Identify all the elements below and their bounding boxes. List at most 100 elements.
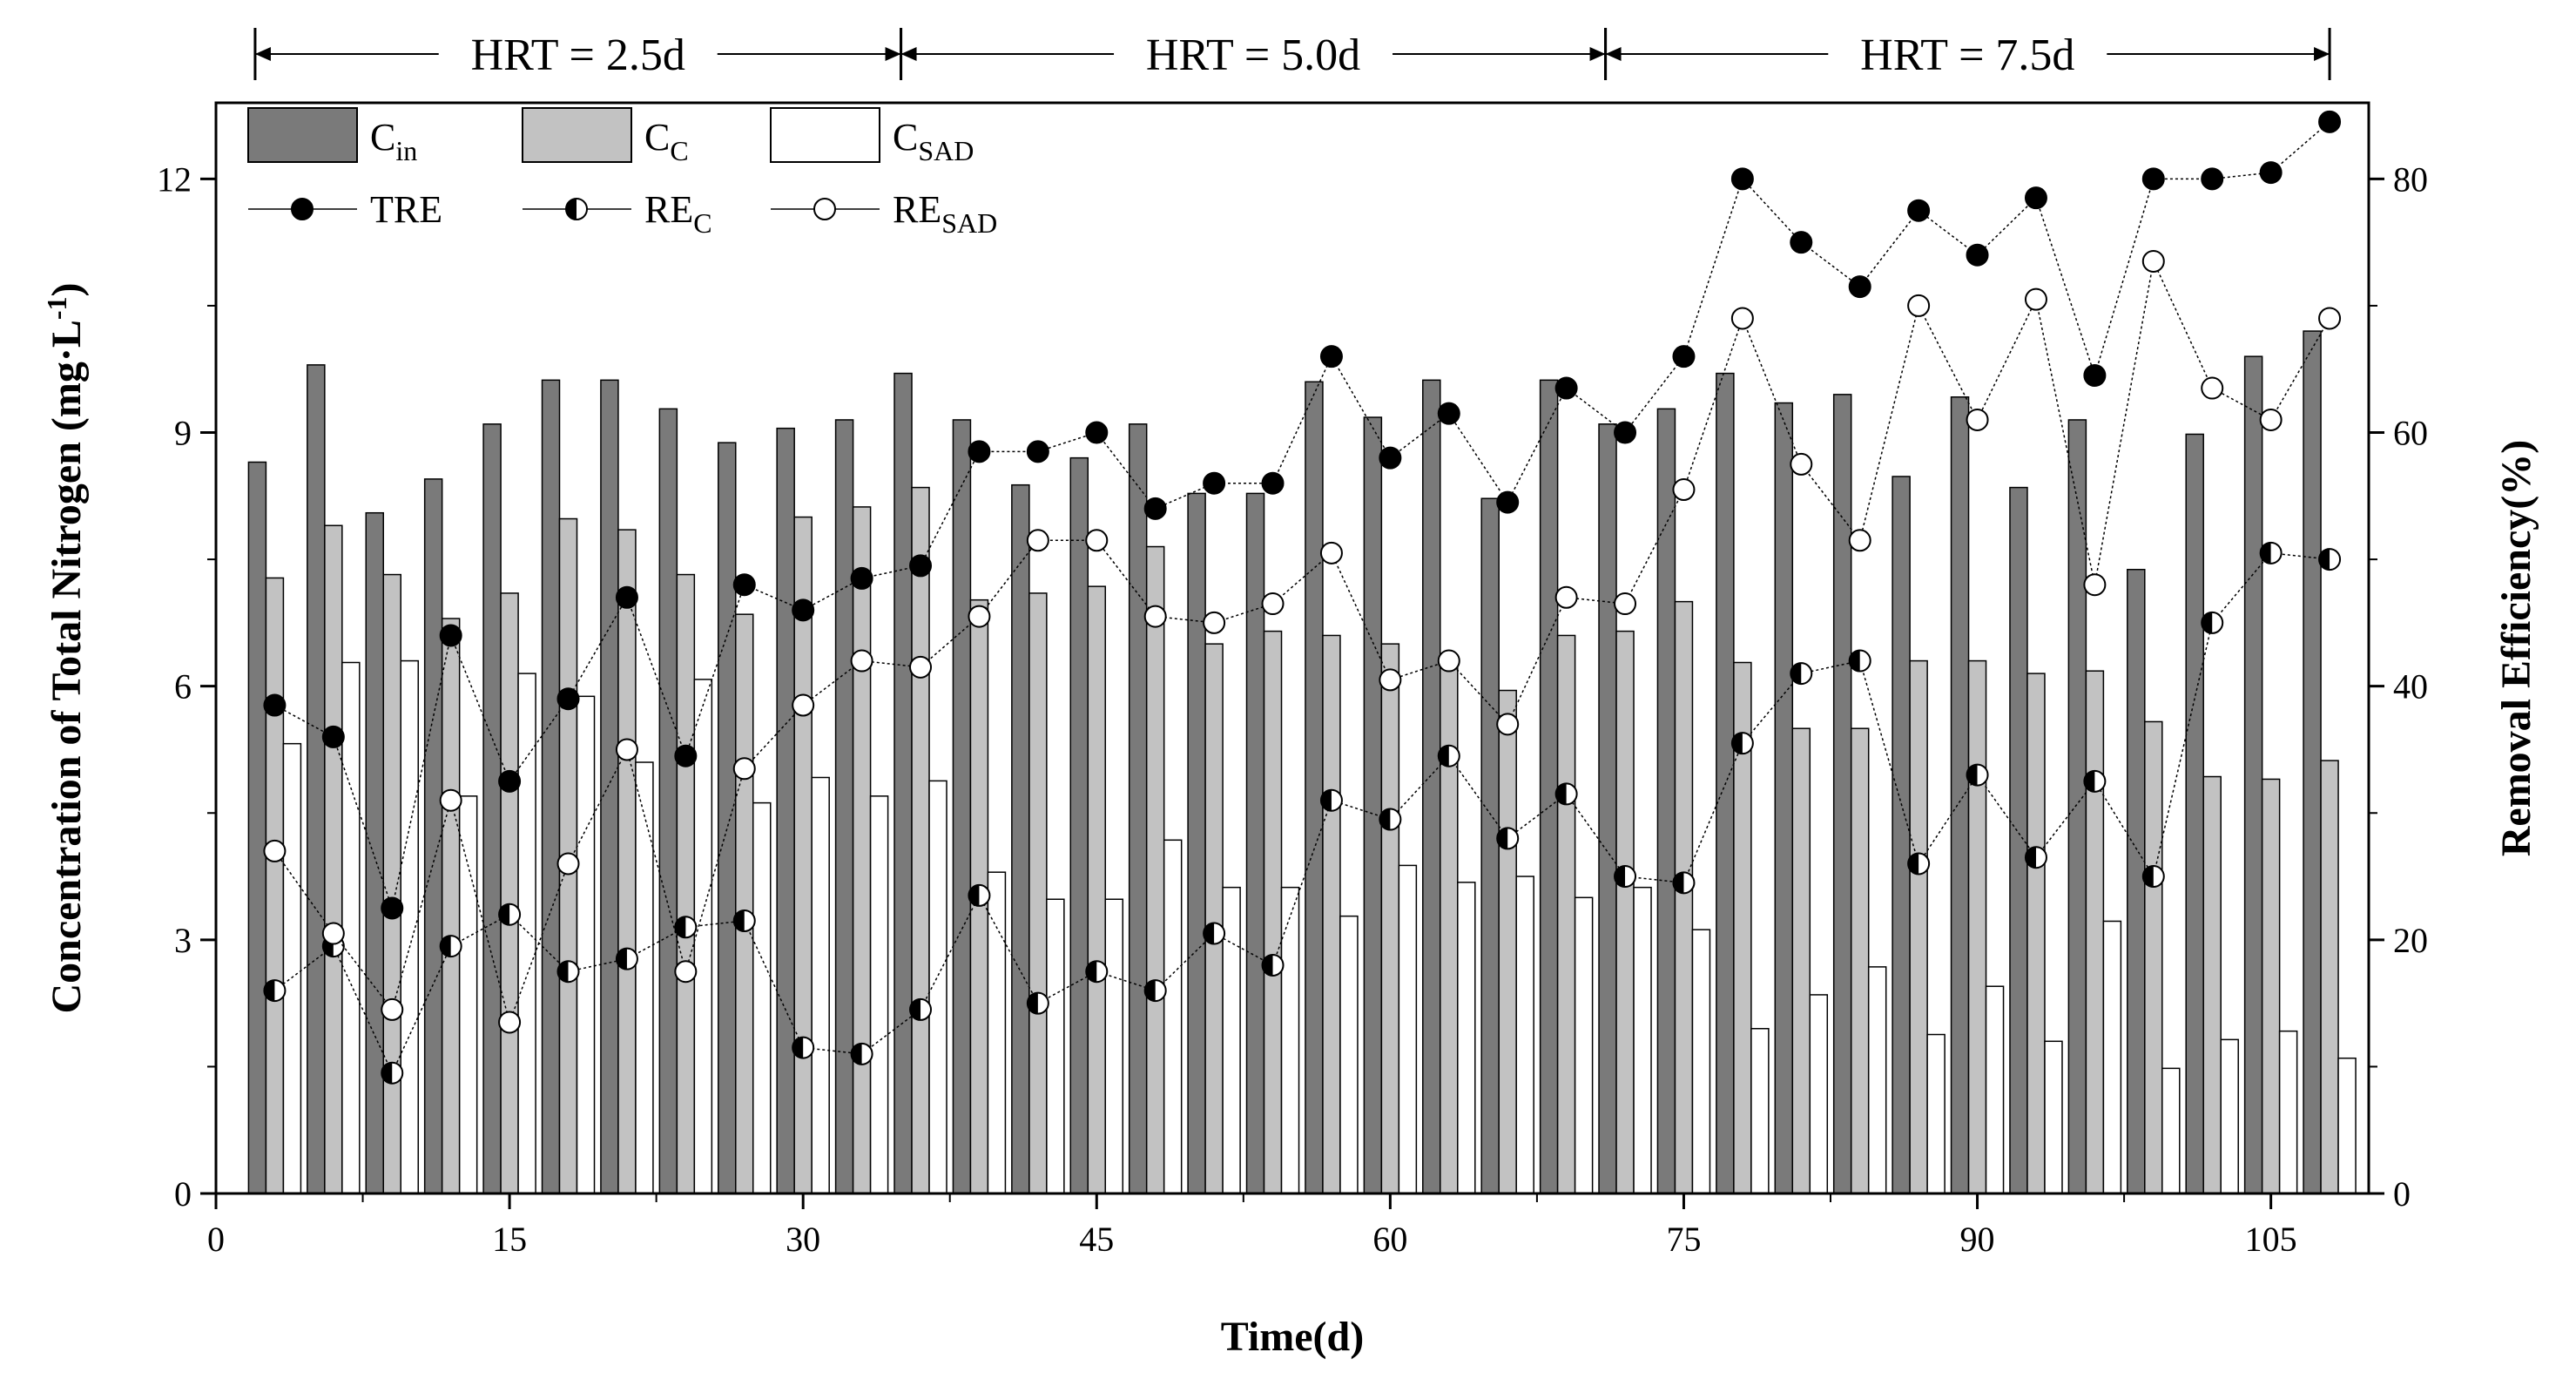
bar (2009, 486, 2028, 1194)
bar (1028, 592, 1048, 1194)
bar-series-C-SAD (282, 659, 2357, 1194)
point (439, 788, 462, 812)
point (1496, 713, 1520, 736)
point (850, 649, 873, 673)
point-half-fill (1086, 961, 1097, 983)
bar (1850, 727, 1870, 1194)
point-half-fill (851, 1043, 862, 1065)
bar (2261, 778, 2281, 1194)
point (1379, 808, 1402, 831)
point (2259, 161, 2283, 185)
point (968, 883, 991, 907)
bar (2044, 1040, 2063, 1194)
bar (1480, 497, 1500, 1194)
hrt-period: HRT = 5.0d (900, 28, 1608, 80)
point (2318, 110, 2342, 133)
x-tick-label: 75 (1666, 1220, 1701, 1259)
point (1848, 529, 1871, 552)
y-tick-label: 12 (157, 159, 192, 199)
point (732, 573, 756, 597)
bar (1809, 994, 1829, 1194)
bar (1832, 394, 1852, 1194)
point (1026, 440, 1049, 463)
bar (1926, 1033, 1945, 1194)
point-half-fill (381, 1062, 393, 1084)
legend-label-main: TRE (370, 188, 442, 231)
legend-label-sub: C (670, 135, 688, 166)
y2-tick-label: 20 (2393, 921, 2428, 960)
bar (2102, 920, 2122, 1194)
hrt-arrowhead (1605, 47, 1622, 61)
y-axis-title: Concentration of Total Nitrogen (mg·L-1) (41, 282, 90, 1013)
bar (2067, 419, 2087, 1194)
bar (1498, 689, 1517, 1194)
point-half-fill (1497, 828, 1508, 849)
point (263, 979, 287, 1003)
point (792, 1036, 815, 1059)
point (2024, 186, 2047, 210)
bar (247, 461, 267, 1194)
point (968, 440, 991, 463)
legend-label: CSAD (893, 116, 974, 166)
bar (1909, 659, 1928, 1194)
bar (1011, 483, 1030, 1194)
bar (658, 408, 678, 1194)
point (2141, 865, 2165, 889)
bar (2144, 720, 2163, 1194)
point-half-fill (1144, 980, 1156, 1002)
line-series-TRE (263, 110, 2342, 920)
bar (1363, 416, 1383, 1194)
bar (2127, 568, 2146, 1194)
point-half-fill (1731, 733, 1743, 754)
point (2083, 573, 2107, 597)
bar (1892, 476, 1911, 1194)
point-half-fill (1262, 954, 1273, 976)
legend-label-main: C (644, 116, 670, 159)
bar (2185, 433, 2204, 1194)
hrt-arrowhead (885, 47, 901, 61)
point (498, 903, 522, 926)
line-series-layer (263, 110, 2342, 1085)
point (1614, 421, 1637, 444)
bar (1750, 1027, 1770, 1194)
bar (1104, 898, 1124, 1194)
bar (834, 419, 854, 1194)
point (1730, 732, 1754, 755)
bar (517, 673, 536, 1194)
hrt-arrowhead (900, 47, 917, 61)
point-half-fill (1320, 789, 1332, 811)
bar (423, 478, 443, 1194)
bar (1791, 727, 1811, 1194)
point-half-fill (2202, 612, 2213, 633)
bar (541, 379, 561, 1194)
point (381, 1061, 404, 1085)
bar (1633, 886, 1652, 1194)
bar (2202, 775, 2222, 1194)
y-tick-label: 0 (174, 1174, 192, 1214)
bar (1574, 896, 1594, 1194)
x-tick-label: 30 (786, 1220, 820, 1259)
point (1143, 979, 1167, 1003)
bar (1457, 882, 1476, 1194)
bar (676, 573, 696, 1194)
point (2201, 167, 2224, 191)
bar (1774, 402, 1794, 1194)
legend-label: REC (644, 188, 712, 239)
point (2024, 287, 2047, 311)
point (2024, 846, 2047, 869)
legend-label-main: RE (644, 188, 693, 231)
point-half-fill (2319, 549, 2330, 571)
point (2259, 541, 2283, 565)
legend-item-C-in: Cin (247, 107, 417, 166)
point (615, 585, 638, 609)
bar (2026, 673, 2046, 1194)
y-axis-title-main: Concentration of Total Nitrogen (mg·L (44, 320, 90, 1013)
legend-label: CC (644, 116, 689, 166)
point (1966, 408, 1989, 431)
bar (600, 379, 619, 1194)
hrt-arrowhead (254, 47, 271, 61)
bar (2337, 1057, 2357, 1194)
point (556, 960, 580, 984)
bar (1263, 630, 1283, 1194)
